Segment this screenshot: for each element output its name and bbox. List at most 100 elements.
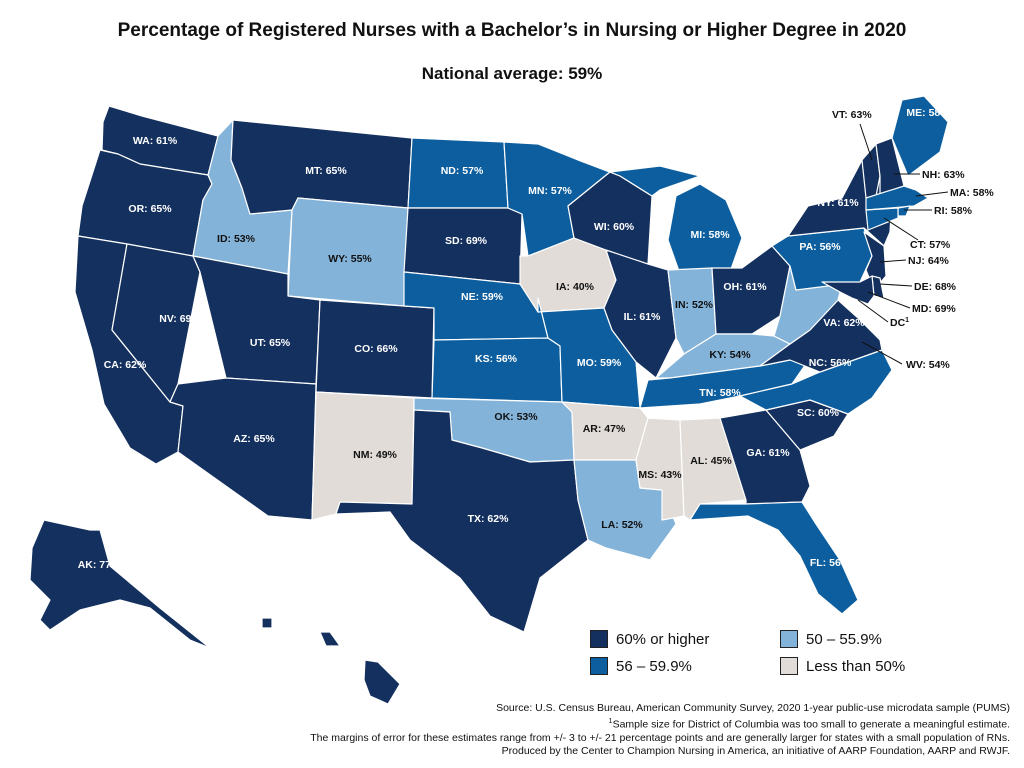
- state-label-ca: CA: 62%: [104, 359, 147, 371]
- state-label-nd: ND: 57%: [441, 165, 484, 177]
- state-label-tx: TX: 62%: [468, 513, 510, 525]
- state-label-ri: RI: 58%: [934, 205, 973, 217]
- footnote-line: 1Sample size for District of Columbia wa…: [190, 715, 1010, 732]
- legend-label: 56 – 59.9%: [616, 657, 692, 675]
- state-label-ky: KY: 54%: [709, 349, 751, 361]
- state-label-ia: IA: 40%: [556, 281, 595, 293]
- state-wy: [287, 197, 409, 307]
- state-me: [891, 95, 949, 177]
- leader-line-vt: [859, 123, 873, 161]
- state-label-dc: DC1: [890, 317, 909, 329]
- state-label-wa: WA: 61%: [133, 135, 178, 147]
- state-hi: [363, 659, 401, 705]
- state-mi: [667, 183, 743, 275]
- state-label-al: AL: 45%: [690, 455, 732, 467]
- footnote-mark: 1: [608, 718, 613, 726]
- state-label-ms: MS: 43%: [638, 469, 682, 481]
- leader-line-wv: [861, 341, 903, 365]
- state-nc: [739, 349, 893, 415]
- state-hi: [319, 631, 341, 647]
- state-ak: [29, 519, 211, 649]
- state-label-wy: WY: 55%: [328, 253, 372, 265]
- leader-line-ct: [883, 217, 919, 241]
- legend-label: 60% or higher: [616, 630, 710, 648]
- state-label-me: ME: 58%: [906, 107, 950, 119]
- state-label-la: LA: 52%: [601, 519, 643, 531]
- footnote-text: Sample size for District of Columbia was…: [612, 718, 1010, 731]
- state-label-ny: NY: 61%: [817, 197, 859, 209]
- state-label-wi: WI: 60%: [594, 221, 635, 233]
- state-label-tn: TN: 58%: [699, 387, 741, 399]
- state-label-oh: OH: 61%: [723, 281, 767, 293]
- state-mi: [609, 165, 701, 197]
- state-label-ar: AR: 47%: [583, 423, 626, 435]
- state-label-ak: AK: 77%: [78, 559, 121, 571]
- state-label-nc: NC: 56%: [809, 357, 852, 369]
- state-label-mi: MI: 58%: [690, 229, 730, 241]
- legend-item-50-55: 50 – 55.9%: [780, 630, 882, 648]
- state-label-co: CO: 66%: [354, 343, 398, 355]
- state-ks: [431, 337, 563, 403]
- state-label-de: DE: 68%: [914, 281, 957, 293]
- state-label-nm: NM: 49%: [353, 449, 397, 461]
- state-fl: [689, 501, 859, 615]
- legend-item-less-than-50: Less than 50%: [780, 657, 905, 675]
- map-title: Percentage of Registered Nurses with a B…: [117, 20, 907, 41]
- legend-swatch: [590, 657, 608, 675]
- margin-of-error-line: The margins of error for these estimates…: [310, 731, 1010, 744]
- state-label-ga: GA: 61%: [746, 447, 790, 459]
- leader-line-ma: [915, 191, 949, 197]
- state-az: [169, 377, 317, 521]
- state-label-fl: FL: 56%: [810, 557, 851, 569]
- state-il: [603, 249, 677, 379]
- state-label-nj: NJ: 64%: [908, 255, 950, 267]
- state-label-mo: MO: 59%: [577, 357, 622, 369]
- legend-label: 50 – 55.9%: [806, 630, 882, 648]
- state-hi: [261, 617, 273, 629]
- state-label-ct: CT: 57%: [910, 239, 951, 251]
- legend-swatch: [780, 630, 798, 648]
- state-label-il: IL: 61%: [624, 311, 661, 323]
- producer-line: Produced by the Center to Champion Nursi…: [501, 745, 1010, 758]
- state-sd: [403, 207, 523, 285]
- legend-swatch: [590, 630, 608, 648]
- source-notes: Source: U.S. Census Bureau, American Com…: [190, 702, 1010, 758]
- state-label-az: AZ: 65%: [233, 433, 275, 445]
- state-label-nh: NH: 63%: [922, 169, 965, 181]
- state-vt: [861, 143, 881, 199]
- state-label-ks: KS: 56%: [475, 353, 518, 365]
- legend-swatch: [780, 657, 798, 675]
- state-label-or: OR: 65%: [128, 203, 172, 215]
- state-label-ne: NE: 59%: [461, 291, 504, 303]
- leader-line-de: [879, 283, 913, 287]
- state-label-sd: SD: 69%: [445, 235, 488, 247]
- legend-item-60-or-higher: 60% or higher: [590, 630, 709, 648]
- state-label-id: ID: 53%: [217, 233, 256, 245]
- state-label-ma: MA: 58%: [950, 187, 994, 199]
- source-line: Source: U.S. Census Bureau, American Com…: [496, 702, 1010, 714]
- state-label-md: MD: 69%: [912, 303, 956, 315]
- state-ri: [897, 205, 911, 217]
- legend: 60% or higher 56 – 59.9% 50 – 55.9% Less…: [590, 630, 950, 678]
- state-label-sc: SC: 60%: [797, 407, 840, 419]
- legend-label: Less than 50%: [806, 657, 906, 675]
- state-label-va: VA: 62%: [823, 317, 865, 329]
- state-ct: [865, 207, 899, 231]
- state-label-ut: UT: 65%: [250, 337, 291, 349]
- state-ms: [635, 417, 685, 521]
- leader-line-md: [867, 291, 911, 309]
- state-tx: [335, 409, 589, 633]
- state-md: [821, 275, 875, 305]
- state-label-hi: HI: 71%: [311, 665, 350, 677]
- map-subtitle: National average: 59%: [421, 64, 603, 83]
- leader-line-dc: [857, 299, 889, 323]
- state-label-nv: NV: 69%: [159, 313, 201, 325]
- state-label-in: IN: 52%: [675, 299, 714, 311]
- leader-line-nj: [879, 259, 907, 263]
- state-label-vt: VT: 63%: [832, 109, 872, 121]
- state-label-wv: WV: 54%: [906, 359, 950, 371]
- state-label-mt: MT: 65%: [305, 165, 347, 177]
- state-label-mn: MN: 57%: [528, 185, 572, 197]
- state-label-pa: PA: 56%: [799, 241, 841, 253]
